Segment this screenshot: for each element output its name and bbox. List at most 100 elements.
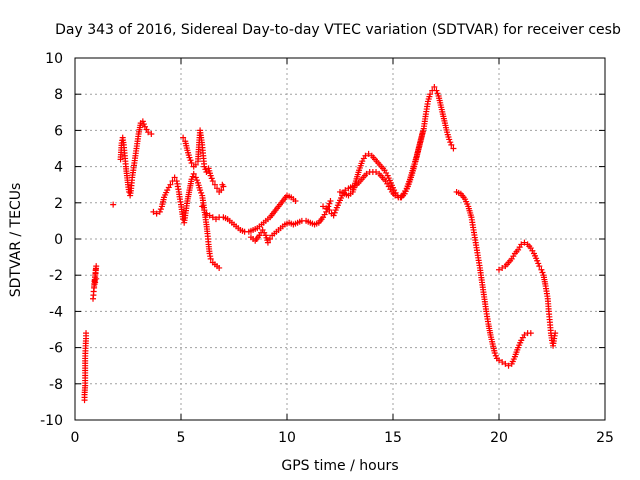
data-point-marker	[431, 83, 438, 90]
data-point-marker	[207, 172, 214, 179]
data-point-marker	[419, 129, 426, 136]
data-point-marker	[323, 205, 330, 212]
data-point-marker	[139, 118, 146, 125]
data-point-marker	[446, 136, 453, 143]
x-tick-labels: 0 5 10 15 20 25	[71, 430, 614, 446]
data-point-marker	[214, 185, 221, 192]
data-point-marker	[552, 330, 559, 337]
data-point-marker	[208, 175, 215, 182]
x-tick-label: 20	[490, 430, 508, 446]
data-point-marker	[373, 169, 380, 176]
data-point-marker	[539, 269, 546, 276]
y-tick-labels: -10 -8 -6 -4 -2 0 2 4 6 8 10	[40, 51, 63, 429]
data-point-marker	[180, 134, 187, 141]
data-point-marker	[145, 129, 152, 136]
data-point-marker	[450, 145, 457, 152]
x-tick-label: 5	[177, 430, 186, 446]
data-point-marker	[267, 236, 274, 242]
data-point-marker	[534, 257, 541, 264]
y-axis-label: SDTVAR / TECUs	[8, 183, 24, 298]
x-axis-label: GPS time / hours	[281, 458, 398, 474]
data-point-marker	[363, 170, 370, 177]
data-point-marker	[197, 187, 204, 194]
y-tick-label: -10	[40, 413, 63, 429]
data-point-marker	[190, 170, 197, 177]
data-point-marker	[153, 210, 160, 217]
y-tick-label: 6	[54, 123, 63, 139]
data-point-marker	[91, 283, 98, 290]
data-point-marker	[496, 357, 502, 364]
data-point-marker	[216, 264, 223, 271]
chart-title: Day 343 of 2016, Sidereal Day-to-day VTE…	[55, 22, 621, 38]
data-point-marker	[93, 275, 100, 282]
data-point-marker	[201, 207, 208, 214]
y-tick-label: -8	[49, 377, 63, 393]
data-point-marker	[448, 141, 455, 148]
data-point-marker	[188, 176, 195, 183]
data-point-marker	[492, 352, 499, 359]
data-point-marker	[219, 181, 226, 188]
data-point-marker	[538, 266, 545, 273]
y-tick-label: 10	[45, 51, 63, 67]
data-point-marker	[535, 260, 542, 267]
data-point-marker	[326, 207, 333, 214]
data-point-marker	[110, 201, 117, 208]
data-point-marker	[171, 174, 178, 181]
axis-ticks	[74, 57, 606, 421]
data-point-marker	[199, 203, 206, 210]
data-point-marker	[202, 166, 209, 173]
y-tick-label: 0	[54, 232, 63, 248]
data-point-marker	[201, 163, 208, 170]
data-point-marker	[434, 90, 441, 97]
data-point-marker	[83, 330, 90, 337]
data-point-marker	[192, 174, 199, 181]
data-point-marker	[331, 209, 338, 216]
data-point-marker	[327, 197, 334, 204]
data-point-marker	[447, 139, 454, 146]
data-point-marker	[491, 350, 498, 357]
y-tick-label: -4	[49, 304, 63, 320]
grid-lines	[75, 58, 605, 420]
data-points	[81, 83, 559, 404]
data-point-marker	[362, 152, 369, 159]
data-point-marker	[212, 216, 219, 223]
data-point-marker	[505, 362, 512, 369]
x-tick-label: 25	[596, 430, 614, 446]
data-point-marker	[211, 181, 218, 188]
data-point-marker	[192, 161, 199, 168]
data-point-marker	[206, 212, 213, 219]
data-point-marker	[527, 330, 534, 337]
data-point-marker	[320, 203, 327, 210]
data-point-marker	[156, 208, 163, 215]
y-tick-label: -6	[49, 341, 63, 357]
data-point-marker	[427, 91, 434, 98]
data-point-marker	[521, 331, 528, 338]
data-point-marker	[365, 150, 372, 157]
y-tick-label: 4	[54, 160, 63, 176]
data-point-marker	[433, 87, 440, 94]
data-point-marker	[187, 157, 194, 164]
y-tick-label: 8	[54, 87, 63, 103]
data-point-marker	[536, 263, 543, 270]
data-point-marker	[157, 206, 164, 213]
data-point-marker	[186, 154, 193, 161]
x-tick-label: 0	[71, 430, 80, 446]
data-point-marker	[92, 279, 99, 286]
x-tick-label: 10	[278, 430, 296, 446]
data-point-marker	[342, 187, 349, 194]
x-tick-label: 15	[384, 430, 402, 446]
data-point-marker	[189, 173, 196, 180]
data-point-marker	[207, 255, 214, 262]
data-point-marker	[264, 239, 271, 246]
data-point-marker	[150, 208, 157, 215]
data-point-marker	[518, 241, 525, 248]
data-point-marker	[198, 189, 205, 196]
data-point-marker	[148, 131, 155, 138]
data-point-marker	[292, 197, 299, 204]
data-point-marker	[330, 212, 337, 219]
data-point-marker	[499, 264, 506, 271]
data-point-marker	[140, 121, 147, 128]
data-point-marker	[209, 214, 216, 221]
data-point-marker	[188, 159, 195, 166]
